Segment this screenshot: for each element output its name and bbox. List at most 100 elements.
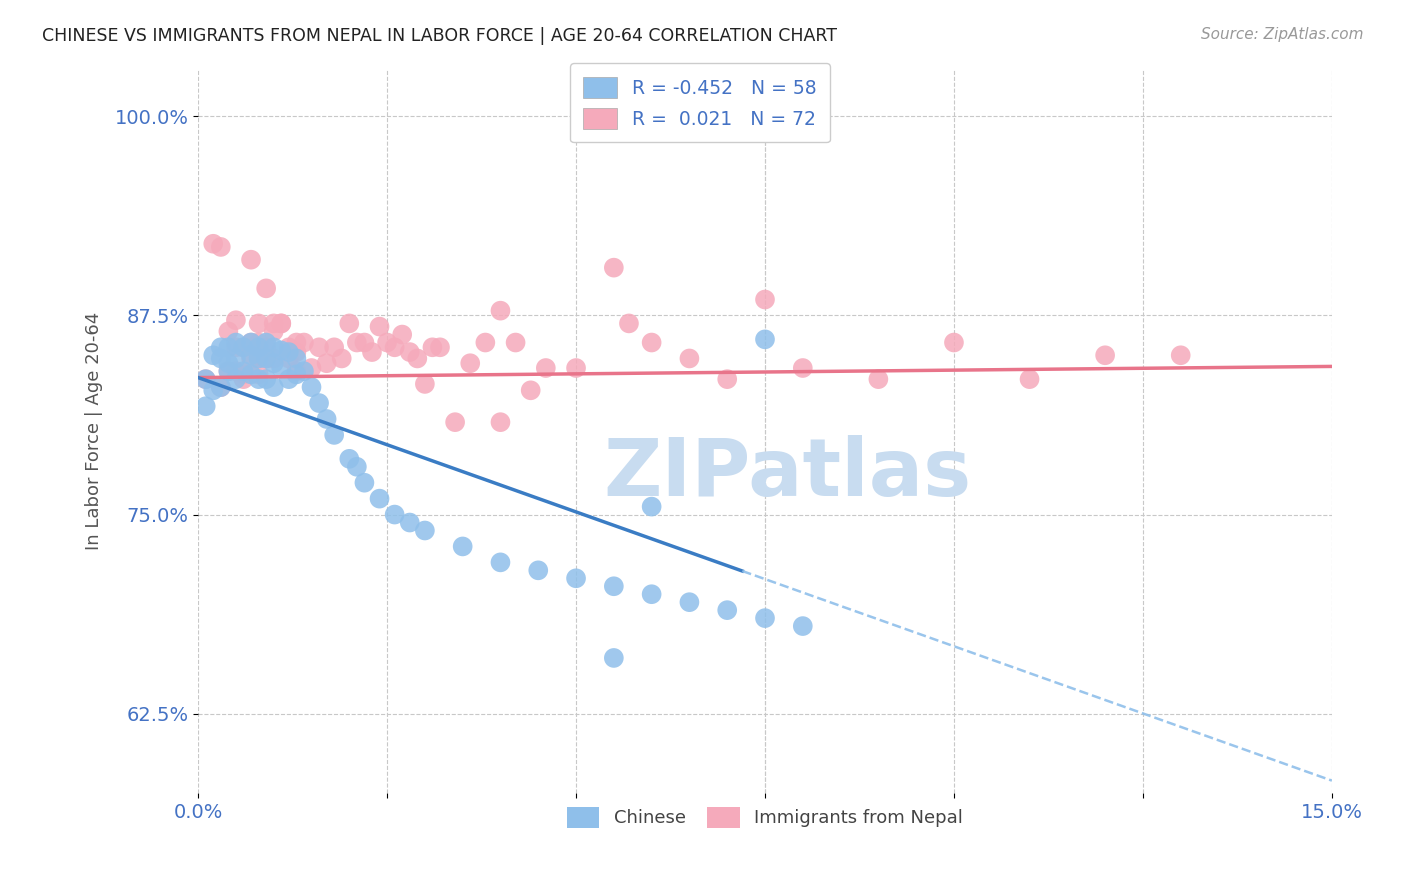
Point: [240, 335, 263, 350]
Point: [330, 351, 353, 366]
Point: [254, 372, 277, 386]
Point: [942, 335, 965, 350]
Point: [240, 252, 263, 267]
Point: [270, 317, 292, 331]
Point: [308, 340, 330, 354]
Y-axis label: In Labor Force | Age 20-64: In Labor Force | Age 20-64: [86, 312, 103, 550]
Point: [458, 356, 481, 370]
Point: [337, 451, 360, 466]
Point: [217, 340, 239, 354]
Point: [254, 351, 277, 366]
Point: [384, 508, 406, 522]
Point: [217, 356, 239, 370]
Point: [489, 415, 512, 429]
Point: [285, 345, 308, 359]
Point: [678, 351, 700, 366]
Point: [617, 317, 640, 331]
Point: [225, 340, 247, 354]
Point: [225, 351, 247, 366]
Point: [489, 303, 512, 318]
Point: [398, 345, 420, 359]
Point: [640, 500, 662, 514]
Point: [217, 364, 239, 378]
Point: [754, 611, 776, 625]
Point: [603, 579, 626, 593]
Point: [534, 361, 557, 376]
Point: [346, 459, 368, 474]
Point: [337, 317, 360, 331]
Point: [640, 335, 662, 350]
Point: [232, 372, 254, 386]
Point: [391, 327, 413, 342]
Point: [323, 428, 346, 442]
Point: [194, 372, 217, 386]
Point: [277, 340, 299, 354]
Point: [754, 293, 776, 307]
Point: [285, 335, 308, 350]
Point: [240, 335, 263, 350]
Point: [368, 491, 391, 506]
Point: [217, 324, 239, 338]
Point: [716, 372, 738, 386]
Point: [254, 335, 277, 350]
Point: [232, 364, 254, 378]
Point: [247, 351, 270, 366]
Point: [232, 340, 254, 354]
Point: [474, 335, 496, 350]
Point: [247, 368, 270, 382]
Point: [1094, 348, 1116, 362]
Legend: Chinese, Immigrants from Nepal: Chinese, Immigrants from Nepal: [560, 800, 970, 835]
Point: [429, 340, 451, 354]
Point: [209, 340, 232, 354]
Point: [232, 368, 254, 382]
Point: [194, 372, 217, 386]
Point: [308, 396, 330, 410]
Point: [451, 540, 474, 554]
Point: [301, 380, 323, 394]
Point: [225, 372, 247, 386]
Point: [202, 348, 225, 362]
Point: [346, 335, 368, 350]
Point: [270, 361, 292, 376]
Text: ZIPatlas: ZIPatlas: [603, 435, 972, 514]
Point: [792, 361, 814, 376]
Point: [1018, 372, 1040, 386]
Point: [353, 475, 375, 490]
Point: [217, 364, 239, 378]
Point: [603, 651, 626, 665]
Point: [519, 384, 541, 398]
Point: [263, 317, 285, 331]
Point: [270, 343, 292, 358]
Point: [565, 571, 588, 585]
Point: [368, 319, 391, 334]
Point: [315, 412, 337, 426]
Point: [263, 380, 285, 394]
Point: [225, 313, 247, 327]
Point: [247, 335, 270, 350]
Point: [263, 324, 285, 338]
Point: [225, 335, 247, 350]
Point: [247, 340, 270, 354]
Point: [240, 348, 263, 362]
Point: [375, 335, 398, 350]
Point: [444, 415, 467, 429]
Point: [232, 340, 254, 354]
Point: [1170, 348, 1192, 362]
Point: [527, 563, 550, 577]
Point: [209, 380, 232, 394]
Point: [202, 384, 225, 398]
Point: [505, 335, 527, 350]
Point: [398, 516, 420, 530]
Point: [315, 356, 337, 370]
Point: [263, 356, 285, 370]
Point: [209, 351, 232, 366]
Point: [263, 340, 285, 354]
Point: [716, 603, 738, 617]
Point: [225, 364, 247, 378]
Point: [277, 345, 299, 359]
Point: [254, 351, 277, 366]
Text: Source: ZipAtlas.com: Source: ZipAtlas.com: [1201, 27, 1364, 42]
Point: [489, 555, 512, 569]
Point: [240, 368, 263, 382]
Point: [868, 372, 890, 386]
